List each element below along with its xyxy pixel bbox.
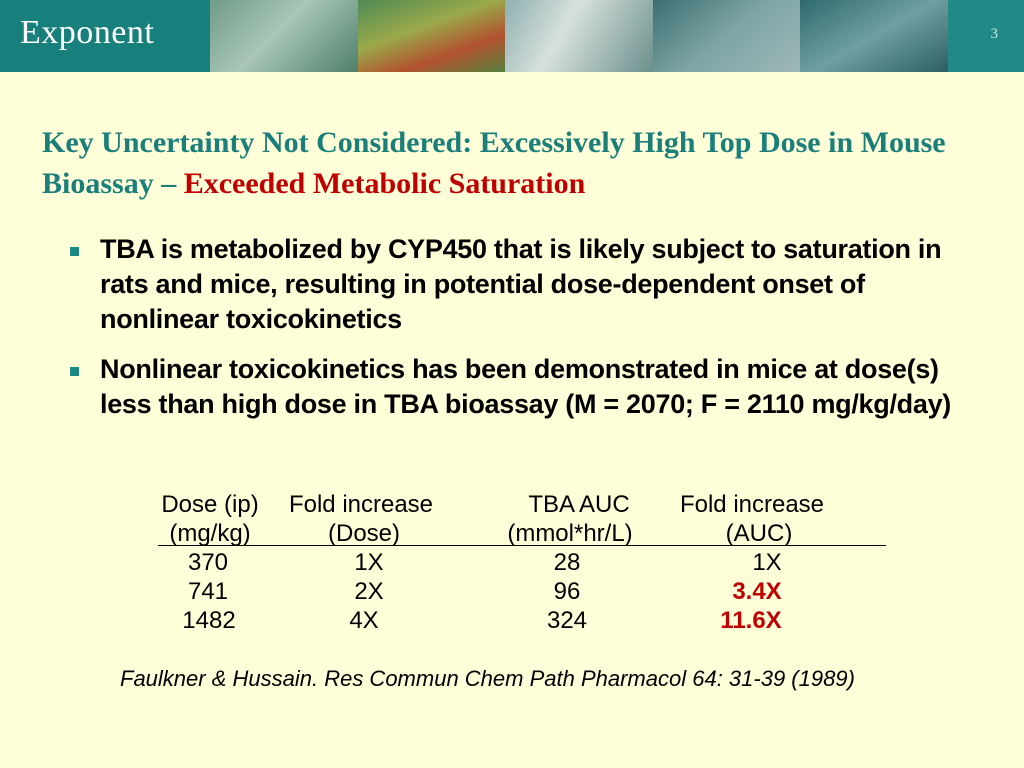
photo-strip — [210, 0, 948, 72]
photo-bottle — [800, 0, 948, 72]
bullet-item: TBA is metabolized by CYP450 that is lik… — [70, 232, 990, 337]
photo-produce — [357, 0, 506, 72]
page-number: 3 — [990, 26, 999, 42]
table-header-unit: (AUC) — [725, 520, 793, 547]
table-cell: 2X — [354, 578, 384, 605]
table-header: Fold increase — [288, 491, 434, 518]
table-header: Fold increase — [679, 491, 825, 518]
photo-lab-equipment — [652, 0, 801, 72]
table-cell: 28 — [553, 549, 581, 576]
square-bullet-icon — [70, 247, 79, 256]
table-cell: 741 — [187, 578, 229, 605]
logo-text: Exponent — [20, 14, 155, 51]
table-cell: 324 — [546, 607, 588, 634]
table-header-unit: (mmol*hr/L) — [507, 520, 633, 547]
table-cell-highlight: 11.6X — [720, 607, 782, 634]
citation: Faulkner & Hussain. Res Commun Chem Path… — [120, 666, 855, 691]
bullet-text: Nonlinear toxicokinetics has been demons… — [100, 354, 951, 419]
table-header-unit: (mg/kg) — [169, 520, 251, 547]
table-cell: 1482 — [182, 607, 236, 634]
table-header-rule — [158, 545, 886, 546]
table-cell: 1X — [354, 549, 384, 576]
square-bullet-icon — [70, 367, 79, 376]
photo-vegetables — [210, 0, 358, 72]
slide-title: Key Uncertainty Not Considered: Excessiv… — [42, 122, 1002, 204]
table-cell: 96 — [553, 578, 581, 605]
table-header-unit: (Dose) — [327, 520, 401, 547]
table-cell: 1X — [752, 549, 782, 576]
data-table: Dose (ip) (mg/kg) Fold increase (Dose) T… — [0, 488, 1024, 638]
table-cell-highlight: 3.4X — [732, 578, 782, 605]
table-header: Dose (ip) — [161, 491, 259, 518]
title-part-1: Key Uncertainty Not Considered: Excessiv… — [42, 126, 946, 200]
table-cell: 370 — [187, 549, 229, 576]
bullet-list: TBA is metabolized by CYP450 that is lik… — [70, 232, 990, 437]
table-cell: 4X — [349, 607, 379, 634]
header-banner: Exponent 3 — [0, 0, 1024, 72]
bullet-item: Nonlinear toxicokinetics has been demons… — [70, 352, 990, 422]
logo: Exponent — [0, 0, 210, 72]
title-part-2: Exceeded Metabolic Saturation — [183, 167, 586, 200]
bullet-text: TBA is metabolized by CYP450 that is lik… — [100, 234, 942, 334]
photo-lab-worker — [505, 0, 653, 72]
table-header: TBA AUC — [528, 491, 630, 518]
